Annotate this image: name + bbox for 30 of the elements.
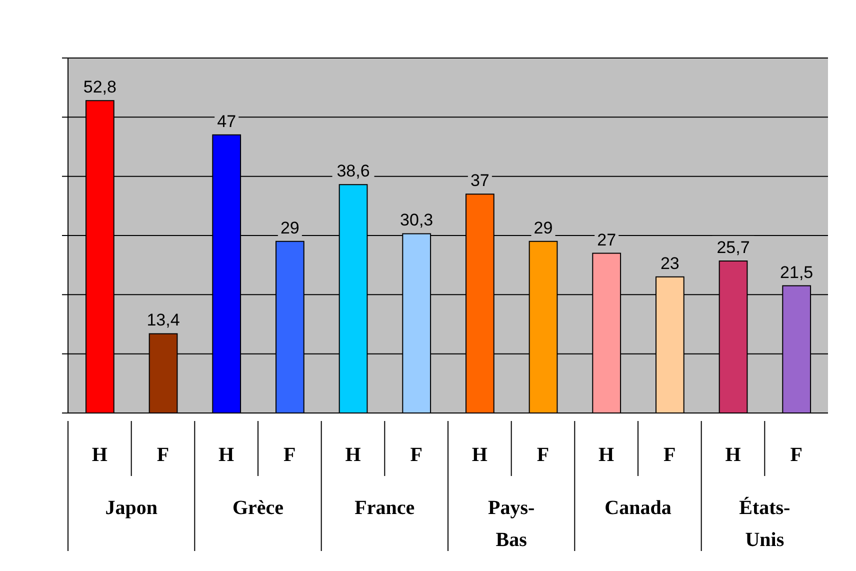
data-label: 30,3 <box>400 210 434 230</box>
data-label: 52,8 <box>83 78 116 97</box>
text: Grèce <box>232 497 284 519</box>
data-label: 27 <box>597 230 616 250</box>
text: France <box>354 497 415 519</box>
data-label: 47 <box>217 112 236 131</box>
x-tick-label: H <box>472 444 488 466</box>
data-label: 25,7 <box>716 238 750 257</box>
data-label: 13,4 <box>146 310 180 330</box>
x-tick-label: F <box>664 444 676 466</box>
text: Pays-Bas <box>488 497 535 551</box>
x-tick-label: H <box>92 444 108 466</box>
x-tick-label: F <box>536 444 550 466</box>
data-label: 21,5 <box>780 262 814 282</box>
data-label: 38,6 <box>336 162 370 181</box>
x-tick-label: H <box>598 444 615 466</box>
text: Canada <box>604 497 672 519</box>
x-tick-label: H <box>725 444 742 466</box>
data-label: 37 <box>470 171 490 190</box>
text: Japon <box>105 497 158 519</box>
x-tick-label: F <box>410 444 422 466</box>
data-label: 23 <box>660 254 680 273</box>
x-tick-label: F <box>156 444 170 466</box>
x-tick-label: F <box>790 444 802 466</box>
text: États-Unis <box>739 496 790 551</box>
data-label: 29 <box>280 218 300 238</box>
x-tick-label: H <box>218 444 235 466</box>
x-tick-label: H <box>345 444 362 466</box>
data-label: 29 <box>534 218 553 238</box>
x-tick-label: F <box>284 444 296 466</box>
